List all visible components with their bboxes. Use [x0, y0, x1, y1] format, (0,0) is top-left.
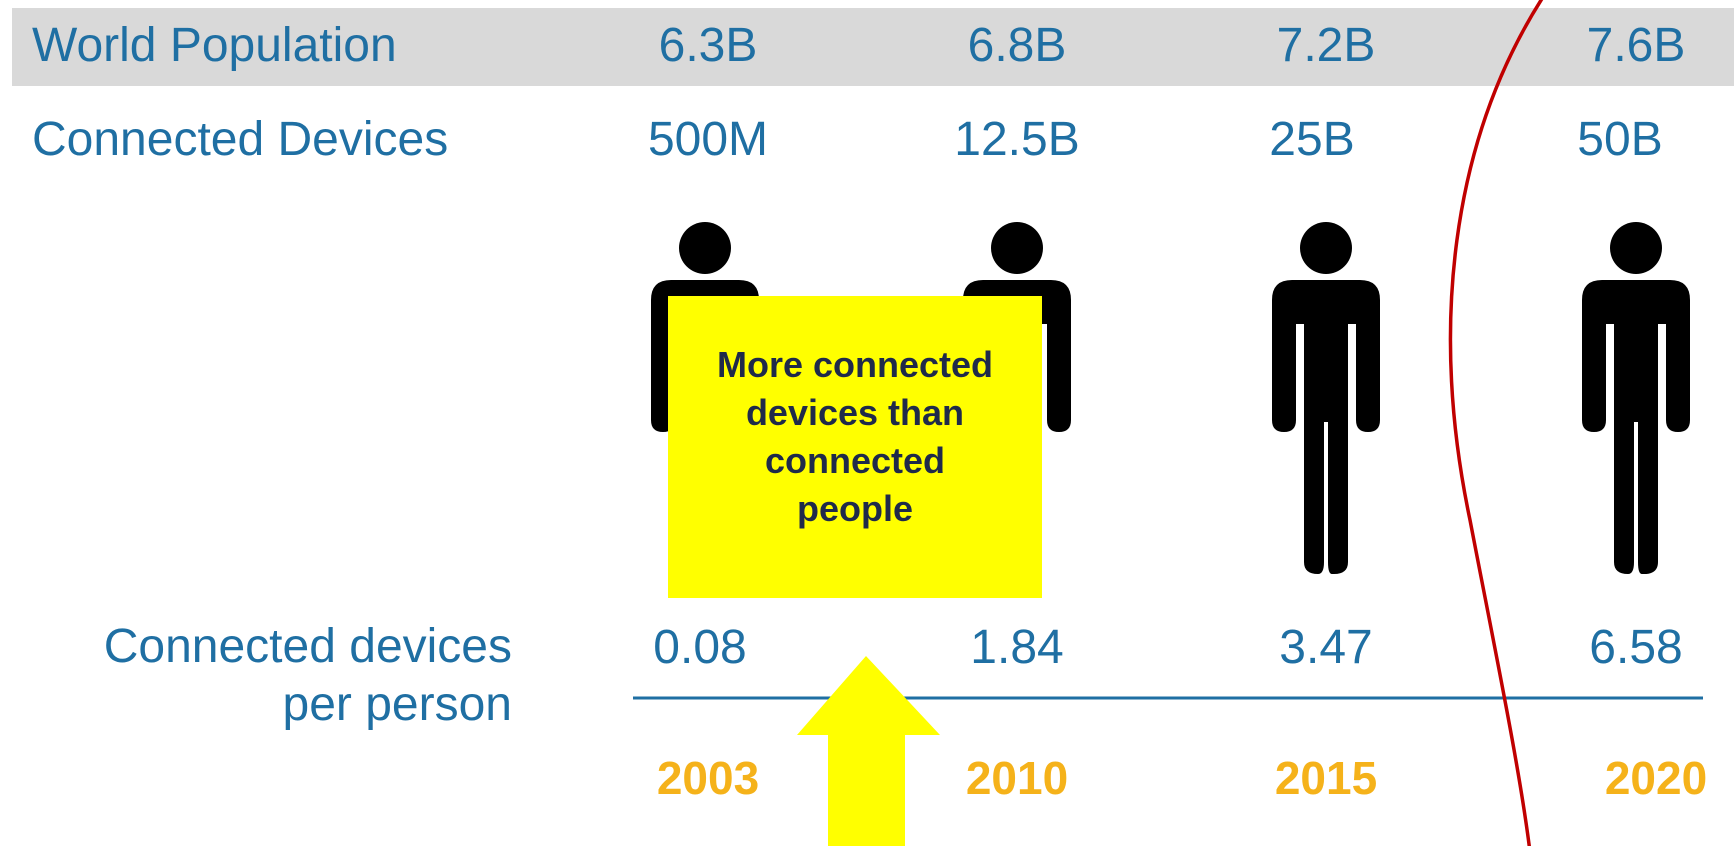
- devices-per-person-label-line-1: Connected devices: [103, 620, 512, 673]
- devices-per-person-label-line-2: per person: [282, 678, 512, 731]
- population-2010: 6.8B: [967, 19, 1067, 72]
- callout-line-4: people: [796, 488, 913, 529]
- header-band: [12, 8, 1734, 86]
- per-person-2010: 1.84: [970, 621, 1064, 674]
- year-2015: 2015: [1274, 752, 1378, 804]
- per-person-2003: 0.08: [653, 621, 747, 674]
- year-2020: 2020: [1604, 752, 1708, 804]
- highlight-ellipse: [1448, 0, 1544, 846]
- callout-line-3: connected: [764, 440, 946, 481]
- callout-box: More connected devices than connected pe…: [668, 296, 1042, 598]
- population-2003: 6.3B: [658, 19, 758, 72]
- devices-2003: 500M: [647, 113, 769, 166]
- population-2015: 7.2B: [1276, 19, 1376, 72]
- per-person-2020: 6.58: [1589, 621, 1683, 674]
- year-2003: 2003: [656, 752, 760, 804]
- callout-line-1: More connected: [716, 344, 994, 385]
- connected-devices-label: Connected Devices: [32, 113, 449, 166]
- devices-2015: 25B: [1269, 113, 1355, 166]
- devices-2020: 50B: [1577, 113, 1663, 166]
- up-arrow-icon: [797, 656, 940, 846]
- person-icon-2020: [1582, 222, 1690, 574]
- callout-line-2: devices than: [745, 392, 965, 433]
- devices-2010: 12.5B: [954, 113, 1080, 166]
- world-population-label: World Population: [32, 19, 397, 72]
- population-2020: 7.6B: [1586, 19, 1686, 72]
- year-2010: 2010: [965, 752, 1069, 804]
- devices-per-person-label: Connected devices per person: [104, 618, 512, 734]
- per-person-2015: 3.47: [1279, 621, 1373, 674]
- person-icon-2015: [1272, 222, 1380, 574]
